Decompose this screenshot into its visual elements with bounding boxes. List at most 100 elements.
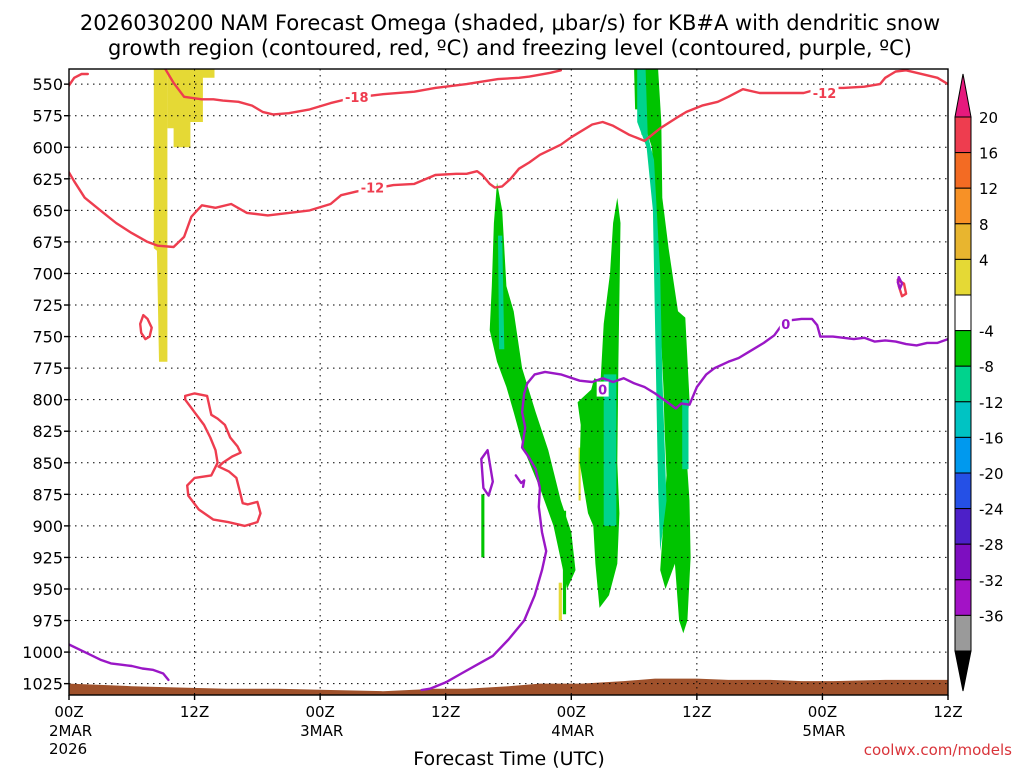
y-tick-label: 1000: [22, 643, 63, 662]
omega-region-9: [498, 235, 505, 350]
y-tick-label: 825: [32, 422, 63, 441]
colorbar-swatch: [954, 152, 972, 189]
colorbar-top-cap: [954, 73, 972, 118]
colorbar-swatch: [954, 436, 972, 474]
x-tick-label: 12Z: [431, 703, 460, 721]
omega-region-1: [167, 69, 215, 148]
contour-labels-layer: -18 -12 -12 0 0: [342, 84, 839, 399]
x-tick-label: 12Z: [933, 703, 962, 721]
x-tick-date: 3MAR: [300, 722, 343, 740]
colorbar-swatch: [954, 543, 972, 581]
omega-region-10: [603, 374, 617, 526]
colorbar-label: -12: [979, 394, 1004, 412]
dgz-contour-line: [183, 392, 262, 528]
x-tick-label: 00Z: [557, 703, 586, 721]
colorbar-swatch: [954, 579, 972, 616]
omega-region-3: [558, 582, 562, 621]
y-tick-label: 750: [32, 328, 63, 347]
colorbar-swatch: [954, 401, 972, 438]
x-tick-date: 5MAR: [802, 722, 845, 740]
colorbar-bottom-cap: [954, 650, 972, 692]
colorbar-swatch: [954, 116, 972, 154]
colorbar-label: -24: [979, 501, 1004, 519]
colorbar-swatch: [954, 508, 972, 545]
colorbar-label: -16: [979, 429, 1004, 447]
y-tick-label: 600: [32, 138, 63, 157]
y-axis-ticks: 550 575 600 625 650 675 700 725 750 775 800 825 850 8…: [22, 75, 69, 694]
freezing-level-label-bg: [779, 315, 792, 331]
x-tick-label: 12Z: [682, 703, 711, 721]
x-tick-date: 4MAR: [551, 722, 594, 740]
y-tick-label: 625: [32, 170, 63, 189]
dgz-contour-line: [138, 313, 153, 341]
colorbar-swatch: [954, 258, 972, 296]
colorbar-swatch: [954, 294, 972, 332]
colorbar-swatch: [954, 365, 972, 403]
y-tick-label: 975: [32, 612, 63, 631]
colorbar-label: 16: [979, 145, 998, 163]
freezing-level-line: [514, 474, 526, 488]
omega-region-0: [153, 69, 168, 362]
freezing-level-label: 0: [598, 384, 607, 399]
y-tick-label: 575: [32, 107, 63, 126]
colorbar-label: -20: [979, 465, 1004, 483]
dgz-contour-label: -12: [813, 87, 837, 102]
colorbar-swatch: [954, 472, 972, 510]
ground-terrain: [69, 678, 948, 695]
x-tick-label: 12Z: [180, 703, 209, 721]
colorbar: 20 16 12 8 4 -4 -8 -12 -16 -20 -24 -28 -32 -36: [954, 73, 1004, 692]
x-axis-label: Forecast Time (UTC): [413, 748, 604, 768]
omega-region-12: [682, 399, 689, 470]
omega-region-4: [489, 182, 576, 589]
y-tick-label: 850: [32, 454, 63, 473]
y-tick-label: 675: [32, 233, 63, 252]
colorbar-label: 8: [979, 216, 989, 234]
omega-region-11: [637, 69, 667, 552]
omega-region-7: [562, 510, 567, 615]
omega-region-8: [481, 494, 485, 558]
dgz-contour-line: [69, 72, 90, 87]
grid-layer: [69, 69, 948, 695]
freezing-level-line: [480, 449, 494, 497]
y-tick-label: 925: [32, 548, 63, 567]
colorbar-swatch: [954, 223, 972, 260]
colorbar-label: -4: [979, 323, 994, 341]
x-tick-label: 00Z: [305, 703, 334, 721]
y-tick-label: 775: [32, 359, 63, 378]
y-tick-label: 950: [32, 580, 63, 599]
credit-text: coolwx.com/models: [864, 741, 1012, 759]
plot-frame: [68, 68, 949, 696]
x-tick-date: 2MAR: [49, 722, 92, 740]
colorbar-swatch: [954, 614, 972, 652]
freezing-level-label-bg: [596, 381, 609, 397]
freezing-level-label: 0: [781, 318, 790, 333]
y-tick-label: 550: [32, 75, 63, 94]
y-tick-label: 900: [32, 517, 63, 536]
dgz-contour-label-bg: [358, 179, 387, 195]
colorbar-label: -8: [979, 358, 994, 376]
y-tick-label: 700: [32, 264, 63, 283]
dgz-contour-label-bg: [342, 88, 371, 104]
dgz-contour-line: [164, 69, 562, 116]
colorbar-label: 20: [979, 109, 998, 127]
colorbar-label: -28: [979, 536, 1004, 554]
y-tick-label: 1025: [22, 675, 63, 694]
colorbar-label: -36: [979, 607, 1004, 625]
colorbar-label: 4: [979, 251, 989, 269]
dgz-contour-label: -18: [345, 91, 369, 106]
colorbar-label: 12: [979, 180, 998, 198]
omega-region-6: [634, 69, 691, 634]
y-tick-label: 875: [32, 485, 63, 504]
x-tick-year: 2026: [49, 740, 87, 758]
dgz-contour-label: -12: [361, 182, 385, 197]
y-tick-label: 725: [32, 296, 63, 315]
y-tick-label: 800: [32, 391, 63, 410]
colorbar-swatch: [954, 330, 972, 367]
x-tick-label: 00Z: [54, 703, 83, 721]
colorbar-label: -32: [979, 572, 1004, 590]
x-tick-label: 00Z: [808, 703, 837, 721]
freezing-level-layer: [69, 276, 948, 692]
dgz-contour-label-bg: [810, 84, 839, 100]
